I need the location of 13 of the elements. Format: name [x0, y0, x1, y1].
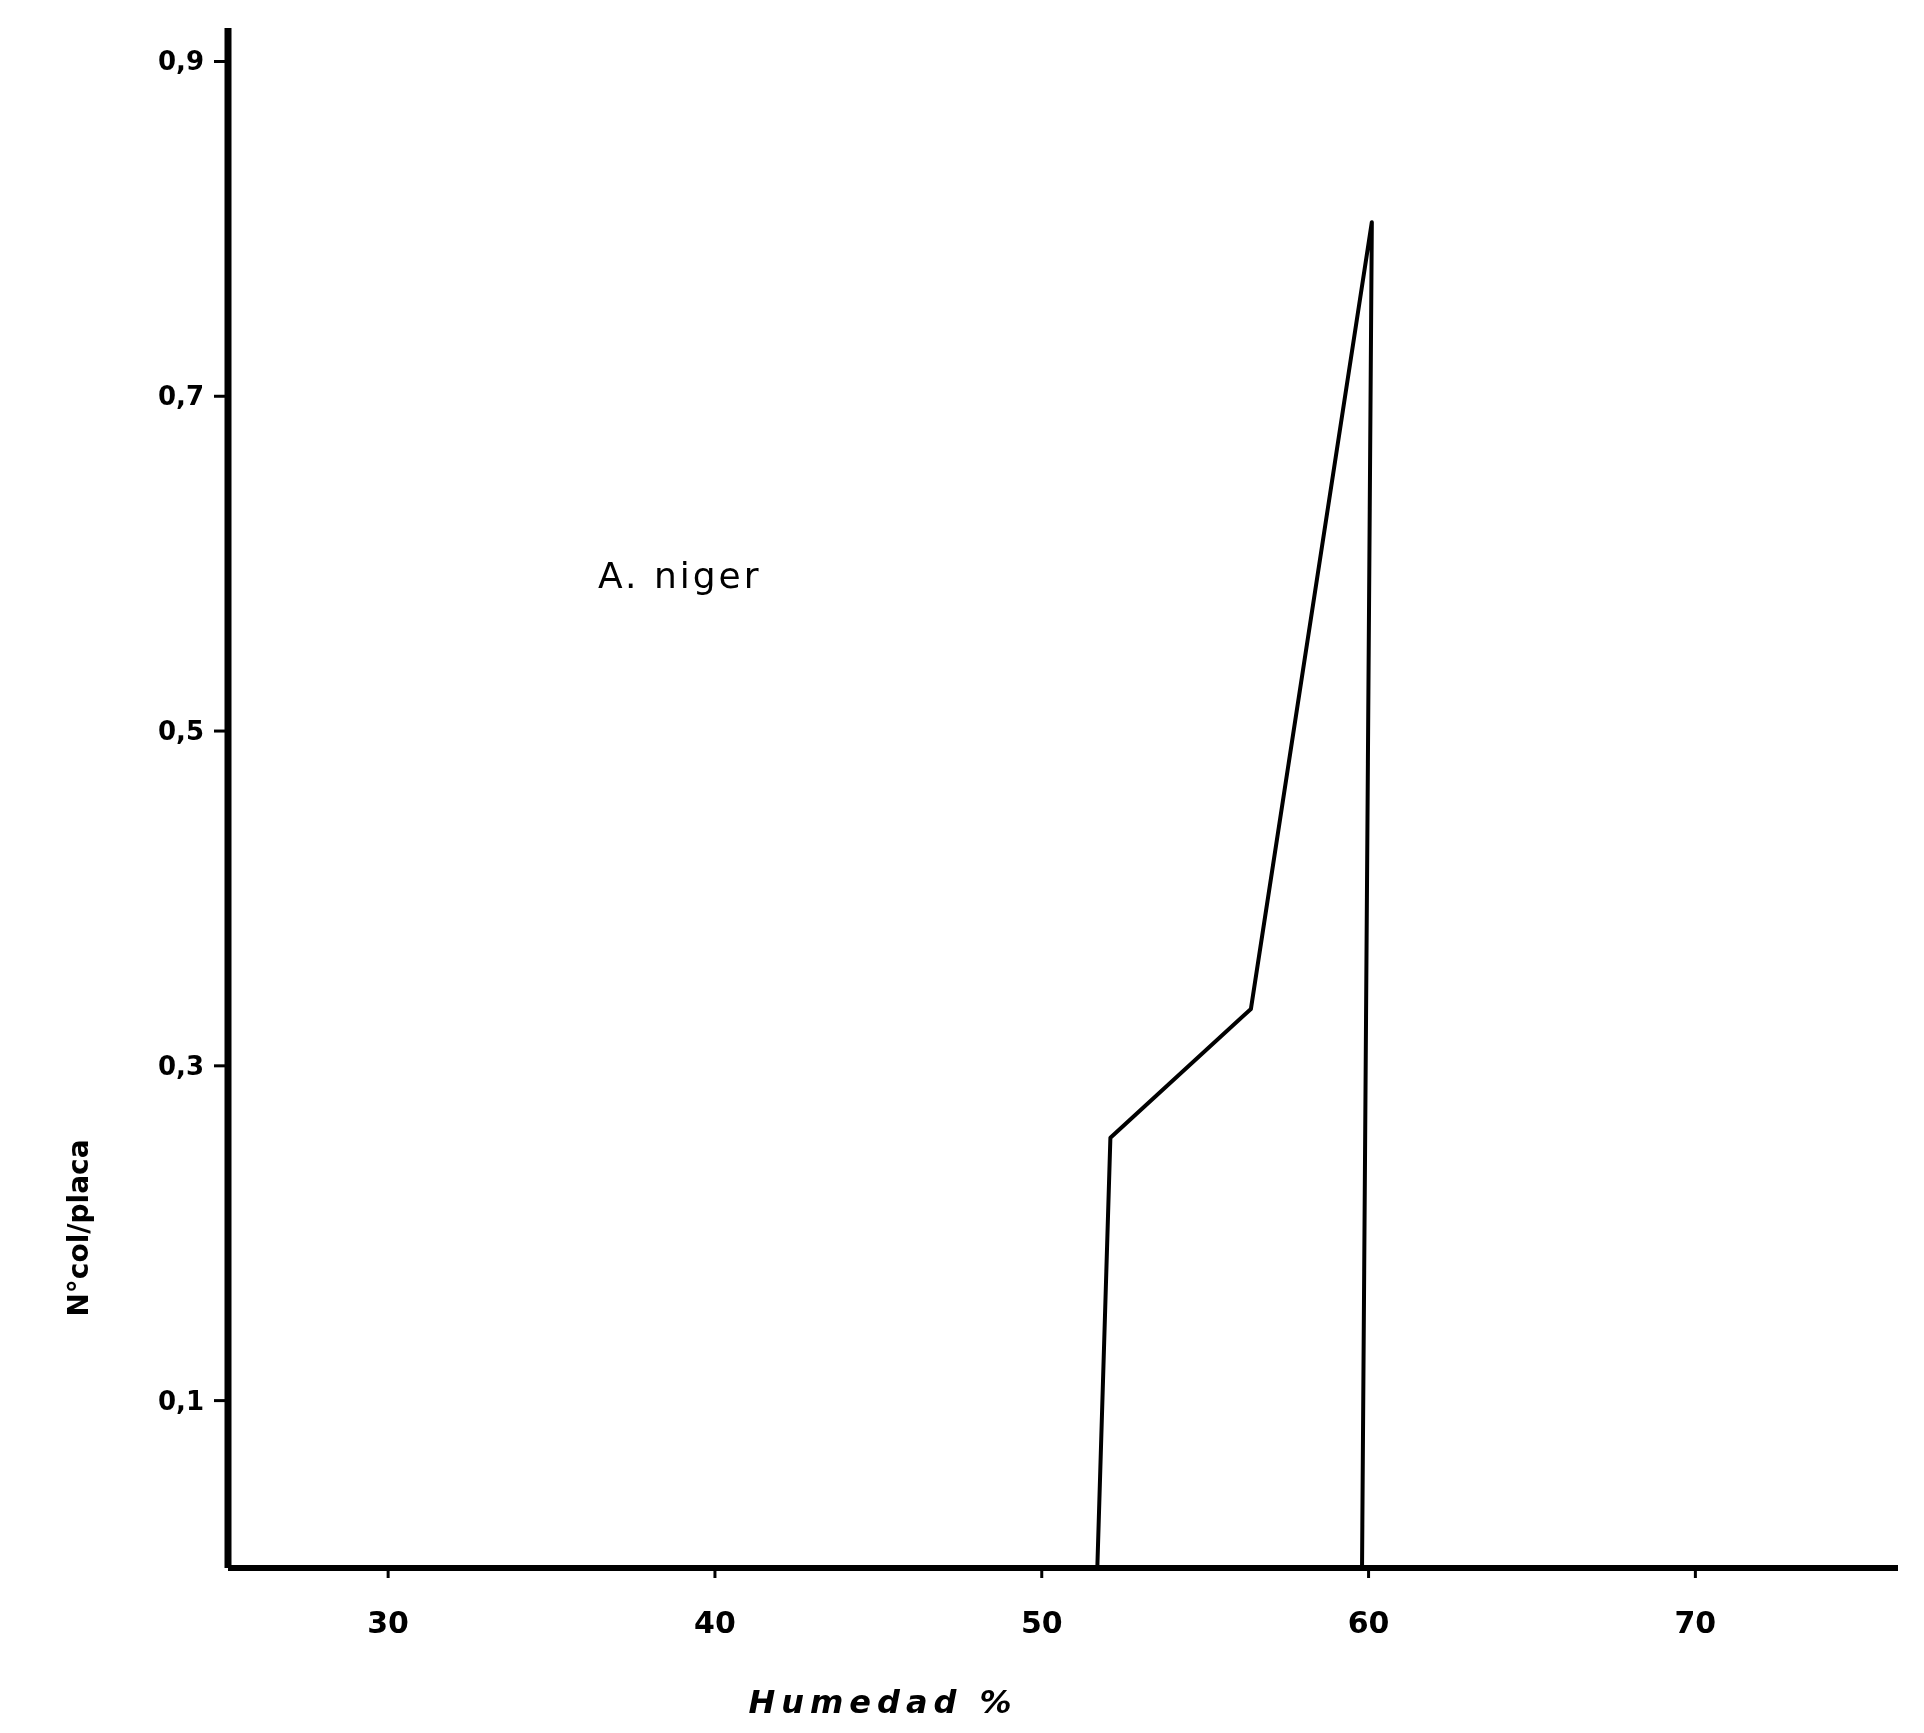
- x-tick-label: 50: [1020, 1605, 1063, 1640]
- x-axis-title: Humedad %: [748, 1683, 1018, 1721]
- y-tick-label: 0,3: [157, 1050, 204, 1081]
- y-tick-label: 0,9: [157, 46, 204, 77]
- y-tick-label: 0,5: [157, 716, 204, 747]
- x-tick-label: 70: [1674, 1605, 1717, 1640]
- x-tick-label: 60: [1347, 1605, 1390, 1640]
- annotation: A. niger: [598, 555, 762, 596]
- x-tick-label: 40: [694, 1605, 736, 1640]
- y-axis-title: N°col/placa: [62, 1139, 95, 1317]
- y-tick-label: 0,7: [157, 381, 204, 412]
- y-tick-label: 0,1: [157, 1385, 204, 1416]
- x-tick-label: 30: [367, 1605, 410, 1640]
